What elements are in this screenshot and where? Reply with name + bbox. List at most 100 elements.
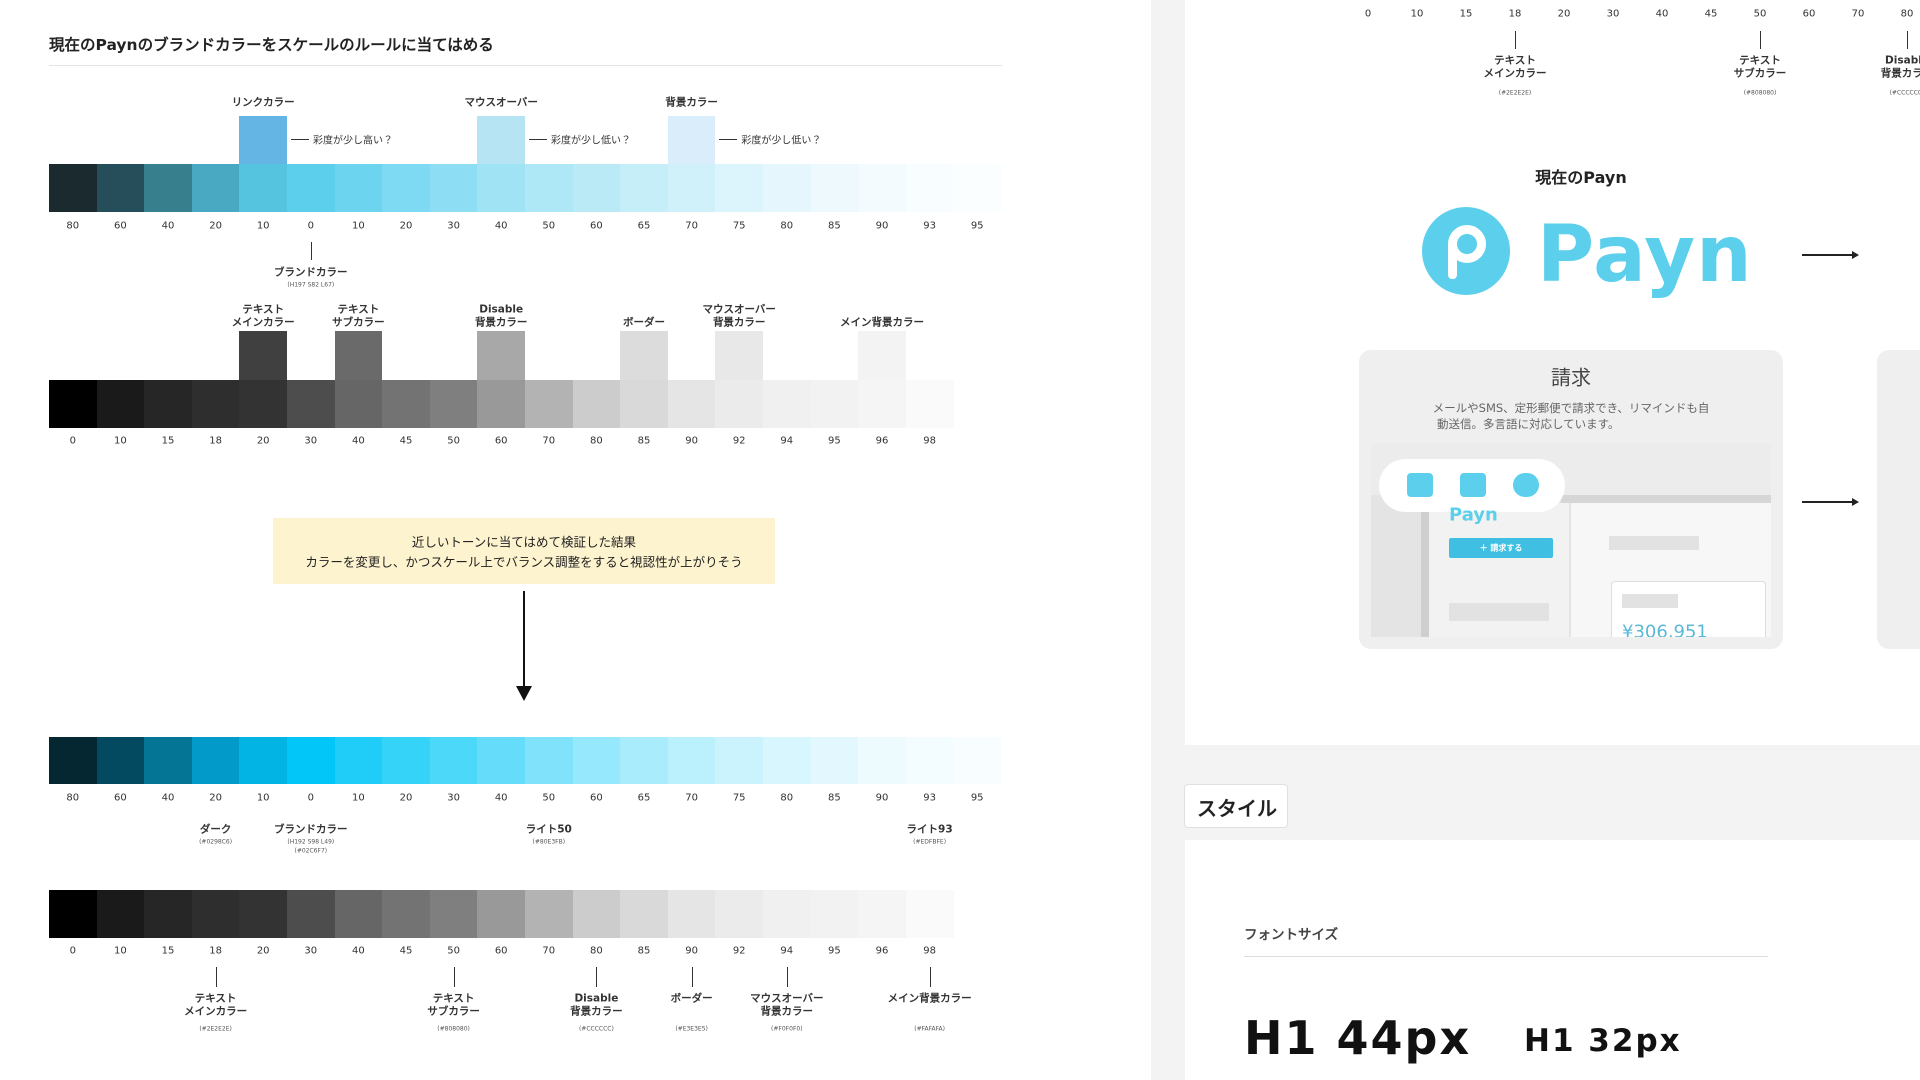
swatch [620, 737, 669, 784]
scale-label: 90 [875, 792, 889, 804]
callout-code: (#2E2E2E) [1498, 89, 1532, 97]
swatch [144, 737, 193, 784]
callout-label: 背景カラー [474, 316, 528, 329]
swatch [477, 164, 526, 212]
note-text: カラーを変更し、かつスケール上でバランス調整をすると視認性が上がりそう [305, 554, 743, 570]
scale-label: 30 [1606, 8, 1620, 20]
swatch [477, 737, 526, 784]
scale-label: 92 [732, 945, 746, 957]
swatch [525, 890, 574, 938]
callout-label: メインカラー [231, 316, 295, 329]
scale-label: 10 [352, 220, 365, 232]
swatch [239, 380, 288, 428]
scale-label: 15 [161, 945, 175, 957]
swatch [810, 737, 859, 784]
scale-label: 93 [923, 792, 936, 804]
swatch [287, 164, 336, 212]
app-mock: ¥306,951 Payn ＋ 請求する [1371, 443, 1771, 637]
scale-label: 60 [590, 792, 603, 804]
callout-swatch [715, 331, 763, 380]
callout-label: マウスオーバー [750, 992, 824, 1005]
logo-heading: 現在のPayn [1535, 168, 1627, 187]
callout-label: Disable [479, 303, 524, 316]
scale-label: 60 [590, 220, 603, 232]
callout-label: 背景カラー [1880, 67, 1920, 80]
callout-label: メインカラー [184, 1005, 248, 1018]
callout-swatch [858, 331, 906, 380]
scale-label: 80 [780, 220, 794, 232]
scale-label: 40 [161, 220, 175, 232]
swatch [287, 737, 336, 784]
scale-label: 95 [828, 435, 841, 447]
swatch [429, 164, 478, 212]
swatch [953, 737, 1002, 784]
scale-label: 18 [209, 945, 222, 957]
callout-label: ボーダー [670, 992, 713, 1005]
swatch [96, 380, 145, 428]
scale-label: 95 [828, 945, 841, 957]
arrow-shaft [523, 591, 525, 687]
swatch [572, 380, 621, 428]
swatch [144, 380, 193, 428]
logo-icon-stem [1448, 243, 1457, 279]
swatch [620, 164, 669, 212]
scale-label: 45 [399, 945, 413, 957]
note-box [273, 518, 775, 584]
swatch [715, 164, 764, 212]
scale-label: 98 [923, 945, 936, 957]
swatch [287, 890, 336, 938]
swatch [429, 737, 478, 784]
swatch [191, 890, 240, 938]
note-text: 近しいトーンに当てはめて検証した結果 [411, 534, 637, 550]
right-panel: 0 10 15 18 20 30 40 45 50 60 70 80 テキスト メインカラー (#2E2E2… [1185, 0, 1920, 745]
swatch [429, 380, 478, 428]
swatch [667, 164, 716, 212]
swatch [525, 164, 574, 212]
card-description: 動送信。多言語に対応しています。 [1437, 417, 1620, 431]
swatch [382, 737, 431, 784]
scale-label: 40 [494, 792, 508, 804]
scale-label: 10 [1410, 8, 1424, 20]
callout-label: サブカラー [1733, 67, 1787, 80]
swatch [858, 737, 907, 784]
swatch [763, 164, 812, 212]
scale-label: 60 [114, 220, 127, 232]
scale-label: 50 [542, 792, 556, 804]
scale-label: 95 [970, 792, 984, 804]
swatch [49, 890, 98, 938]
callout-swatch [620, 331, 668, 380]
callout-label: サブカラー [332, 316, 385, 329]
scale-label: 85 [828, 220, 841, 232]
callout-label: 背景カラー [712, 316, 766, 329]
scale-label: 85 [828, 792, 841, 804]
mock-block [1609, 536, 1699, 550]
scale-label: 20 [1557, 8, 1571, 20]
swatch [334, 737, 383, 784]
feature-card: 請求 メールやSMS、定形郵便で請求でき、リマインドも自 動送信。多言語に対応してい… [1359, 350, 1783, 649]
callout-label: Disable [574, 992, 619, 1005]
scale-label: 80 [1900, 8, 1914, 20]
callout-swatch [334, 331, 383, 380]
callout-swatch [477, 331, 525, 380]
swatch [763, 380, 812, 428]
brand-label: ブランドカラー [274, 266, 348, 279]
leader-line [929, 967, 931, 987]
callout-label: ダーク [199, 823, 232, 836]
scale-label: 40 [494, 220, 508, 232]
callout-label: メイン背景カラー [840, 316, 924, 329]
callout-label: テキスト [337, 303, 380, 316]
amount: ¥306,951 [1622, 621, 1708, 638]
scale-label: 80 [66, 220, 80, 232]
callout-label: 背景カラー [665, 96, 718, 109]
button-label: ＋ 請求する [1479, 543, 1523, 553]
swatch [239, 737, 288, 784]
scale-label: 92 [732, 435, 746, 447]
swatch [334, 890, 383, 938]
scale-label: 0 [307, 220, 314, 232]
scale-label: 20 [399, 220, 413, 232]
callout-code: (#CCCCCC) [1889, 89, 1920, 97]
swatch [620, 890, 669, 938]
scale-label: 70 [1851, 8, 1865, 20]
